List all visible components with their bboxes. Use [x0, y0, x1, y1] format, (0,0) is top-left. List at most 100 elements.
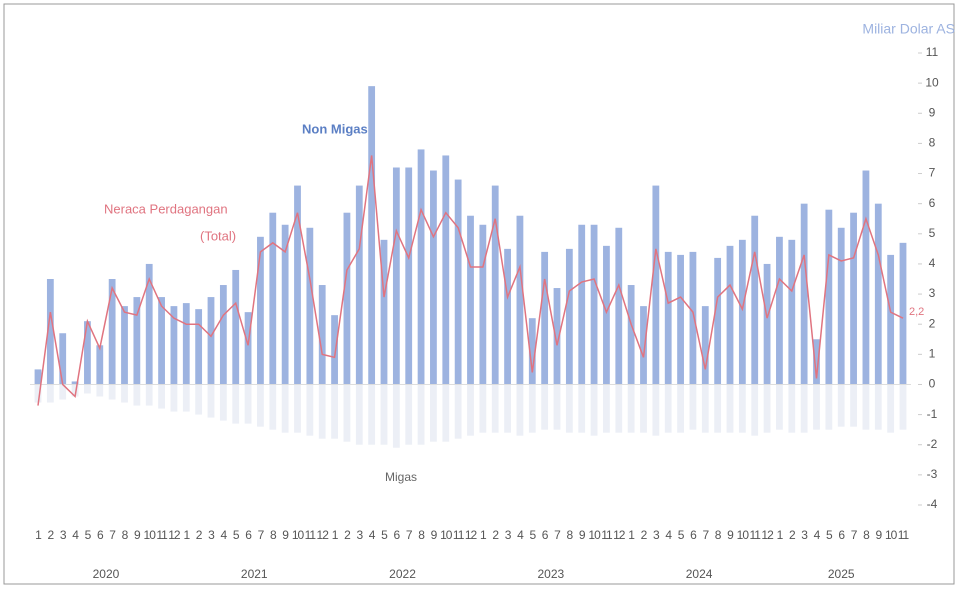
bar [368, 86, 376, 385]
x-tick-label: 12 [465, 528, 478, 542]
data-label: 2,2 [909, 306, 924, 318]
bar [467, 215, 474, 385]
bar [565, 248, 573, 385]
bar [454, 179, 462, 385]
bar [652, 185, 660, 385]
bar [788, 384, 796, 433]
bar [479, 224, 487, 385]
x-tick-label: 11 [305, 528, 317, 542]
bar [640, 306, 647, 385]
bar [207, 297, 215, 385]
y-tick-label: 3 [929, 286, 936, 300]
x-tick-label: 1 [777, 528, 784, 542]
bar [46, 279, 54, 385]
bar [467, 384, 474, 436]
bar [281, 224, 289, 385]
bar [306, 227, 314, 385]
bar [677, 254, 684, 385]
bar [615, 227, 623, 385]
bar [590, 224, 598, 385]
bar [84, 321, 91, 385]
x-tick-label: 2 [196, 528, 203, 542]
x-tick-label: 5 [678, 528, 685, 542]
x-tick-label: 2 [789, 528, 796, 542]
bar [269, 384, 277, 430]
bar [343, 212, 351, 385]
bar [862, 384, 870, 430]
bar [813, 384, 820, 430]
bar [343, 384, 351, 442]
x-tick-label: 3 [208, 528, 215, 542]
bar [689, 384, 697, 430]
bar [751, 215, 759, 385]
x-tick-label: 1 [628, 528, 635, 542]
x-tick-label: 11 [601, 528, 613, 542]
x-tick-label: 1 [183, 528, 190, 542]
x-tick-label: 9 [282, 528, 289, 542]
x-tick-label: 6 [838, 528, 845, 542]
x-tick-label: 8 [863, 528, 870, 542]
x-tick-label: 7 [109, 528, 116, 542]
bar [170, 306, 178, 385]
bar [590, 384, 598, 436]
x-tick-label: 8 [715, 528, 722, 542]
x-tick-label: 7 [258, 528, 265, 542]
x-tick-label: 1 [480, 528, 487, 542]
y-tick-label: 11 [926, 45, 939, 59]
bar [578, 384, 586, 433]
x-tick-label: 12 [168, 528, 181, 542]
bar [565, 384, 573, 433]
y-tick-label: 6 [929, 196, 936, 210]
bar [430, 384, 437, 442]
bar [380, 384, 388, 445]
annotation: Non Migas [302, 121, 368, 136]
x-tick-label: 11 [156, 528, 168, 542]
bar [121, 306, 128, 385]
bar [281, 384, 289, 433]
x-tick-label: 11 [453, 528, 465, 542]
bar [244, 384, 252, 424]
bar [306, 384, 314, 436]
x-tick-label: 5 [826, 528, 833, 542]
y-tick-label: 7 [929, 166, 936, 180]
y-tick-label: -2 [927, 437, 938, 451]
bar [59, 384, 67, 400]
x-tick-label: 3 [505, 528, 512, 542]
unit-label: Miliar Dolar AS [862, 21, 955, 37]
bar [331, 315, 338, 385]
bar [800, 384, 808, 433]
bar [158, 297, 165, 385]
x-tick-label: 6 [542, 528, 549, 542]
bar [504, 384, 511, 433]
bar [71, 381, 79, 385]
x-tick-label: 10 [292, 528, 305, 542]
bar [158, 384, 165, 409]
bar [714, 384, 722, 433]
bar [603, 384, 610, 433]
bar [627, 285, 635, 385]
bar [257, 236, 264, 385]
x-tick-label: 9 [875, 528, 882, 542]
bar [652, 384, 660, 436]
y-tick-label: -1 [927, 407, 938, 421]
bar [257, 384, 264, 427]
bar [232, 384, 240, 424]
bar [664, 251, 672, 385]
x-tick-label: 6 [245, 528, 252, 542]
x-tick-label: 7 [406, 528, 413, 542]
bar [405, 384, 413, 445]
x-tick-label: 8 [418, 528, 425, 542]
x-tick-label: 9 [579, 528, 586, 542]
x-tick-label: 7 [702, 528, 709, 542]
bar [454, 384, 462, 439]
bar [96, 384, 104, 397]
year-label: 2023 [537, 567, 564, 581]
x-tick-label: 3 [60, 528, 67, 542]
bar [887, 384, 895, 433]
x-tick-label: 11 [749, 528, 761, 542]
x-tick-label: 9 [431, 528, 438, 542]
x-tick-label: 4 [517, 528, 524, 542]
bar [837, 227, 845, 385]
y-tick-label: 8 [929, 136, 936, 150]
